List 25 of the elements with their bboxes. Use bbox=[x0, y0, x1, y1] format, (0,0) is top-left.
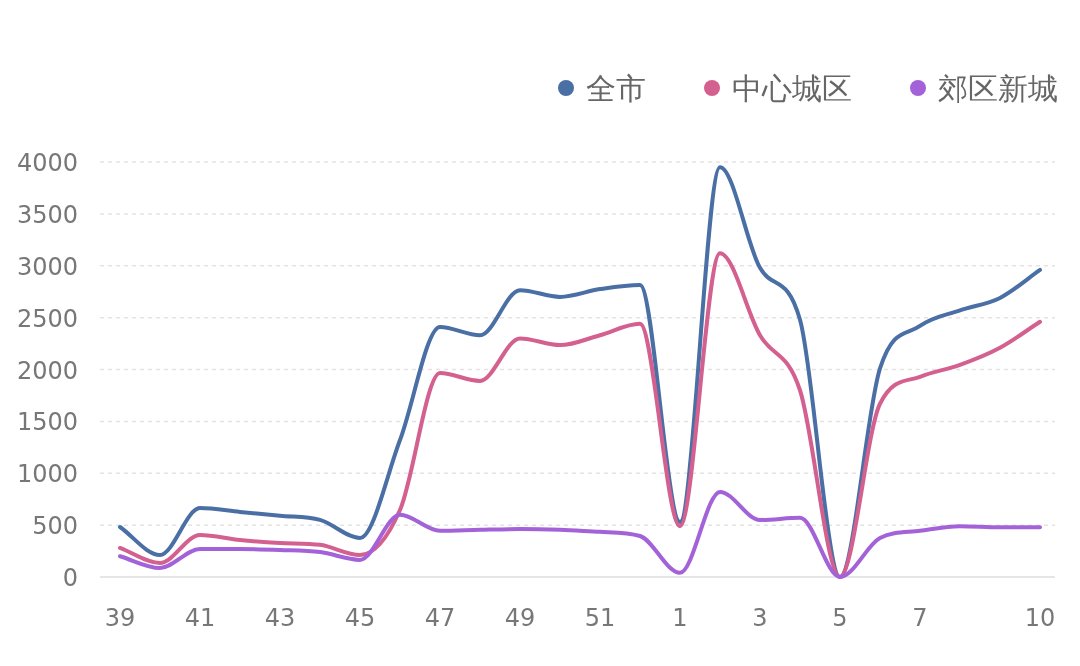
x-tick-label: 45 bbox=[344, 604, 376, 632]
x-tick-label: 49 bbox=[504, 604, 536, 632]
y-tick-label: 2500 bbox=[16, 304, 78, 333]
y-tick-label: 500 bbox=[32, 512, 78, 541]
y-tick-label: 3000 bbox=[16, 252, 78, 281]
x-tick-label: 51 bbox=[584, 604, 616, 632]
x-tick-label: 39 bbox=[104, 604, 136, 632]
y-tick-label: 4000 bbox=[16, 149, 78, 177]
y-tick-label: 1500 bbox=[16, 408, 78, 437]
x-tick-label: 7 bbox=[912, 604, 928, 632]
y-tick-label: 1000 bbox=[16, 460, 78, 489]
x-tick-label: 41 bbox=[184, 604, 216, 632]
x-tick-label: 3 bbox=[752, 604, 768, 632]
legend-label: 郊区新城 bbox=[938, 71, 1058, 106]
legend-label: 全市 bbox=[586, 71, 646, 106]
y-tick-label: 3500 bbox=[16, 200, 78, 229]
line-series bbox=[118, 489, 1042, 579]
y-tick-label: 0 bbox=[62, 564, 78, 592]
x-tick-label: 10 bbox=[1024, 604, 1056, 632]
x-tick-label: 43 bbox=[264, 604, 296, 632]
legend-label: 中心城区 bbox=[732, 71, 852, 106]
y-tick-label: 2000 bbox=[16, 356, 78, 385]
x-tick-label: 5 bbox=[832, 604, 848, 632]
x-tick-label: 47 bbox=[424, 604, 456, 632]
x-tick-label: 1 bbox=[672, 604, 688, 632]
